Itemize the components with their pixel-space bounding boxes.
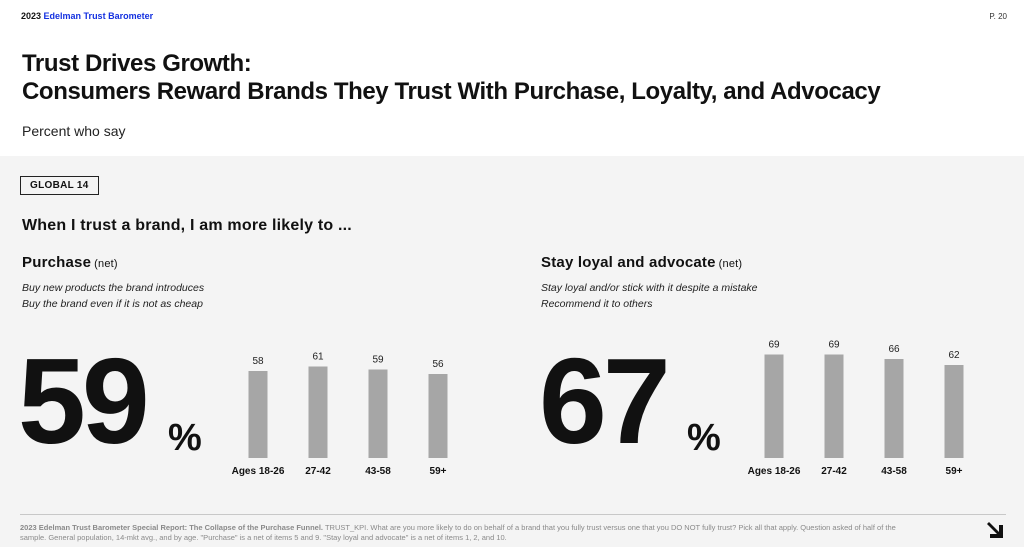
content-panel: GLOBAL 14 When I trust a brand, I am mor… xyxy=(0,156,1024,547)
bar-value-label: 59 xyxy=(372,355,384,366)
loyal-age-bar-chart: 69 Ages 18-26 69 27-42 66 43-58 62 59+ xyxy=(748,340,964,477)
bar-category-label: 43-58 xyxy=(365,466,391,477)
purchase-age-bar-chart: 58 Ages 18-26 61 27-42 59 43-58 56 59+ xyxy=(232,352,448,477)
footnote: 2023 Edelman Trust Barometer Special Rep… xyxy=(20,523,910,543)
purchase-item: Buy new products the brand introduces xyxy=(22,282,205,294)
title-line-2: Consumers Reward Brands They Trust With … xyxy=(22,78,881,105)
purchase-items: Buy new products the brand introduces Bu… xyxy=(22,280,502,312)
loyal-items: Stay loyal and/or stick with it despite … xyxy=(541,280,1021,312)
purchase-block: Purchase (net) Buy new products the brand… xyxy=(18,254,502,494)
loyal-item: Recommend it to others xyxy=(541,298,653,310)
bar-category-label: 59+ xyxy=(946,466,963,477)
footnote-text: TRUST_KPI. What are you more likely to d… xyxy=(20,523,896,542)
bar-value-label: 66 xyxy=(888,344,900,355)
bar-value-label: 56 xyxy=(432,359,444,370)
loyal-net-label: (net) xyxy=(718,258,743,270)
loyal-item: Stay loyal and/or stick with it despite … xyxy=(541,282,758,294)
bar xyxy=(764,354,784,458)
purchase-percent-sign: % xyxy=(168,417,202,459)
purchase-heading: Purchase (net) xyxy=(22,254,502,271)
title-line-1: Trust Drives Growth: xyxy=(22,50,252,77)
purchase-heading-text: Purchase xyxy=(22,254,92,271)
bar-category-label: Ages 18-26 xyxy=(748,466,801,477)
loyal-percent-sign: % xyxy=(687,417,721,459)
bar-value-label: 69 xyxy=(828,340,840,351)
bar xyxy=(824,354,844,458)
purchase-item: Buy the brand even if it is not as cheap xyxy=(22,298,203,310)
lead-statement: When I trust a brand, I am more likely t… xyxy=(22,217,352,234)
bar-value-label: 69 xyxy=(768,340,780,351)
bar-category-label: 27-42 xyxy=(305,466,331,477)
bar-value-label: 62 xyxy=(948,350,960,361)
bar xyxy=(884,359,904,458)
bar-value-label: 61 xyxy=(312,352,324,363)
purchase-big-value: 59 xyxy=(18,333,150,469)
arrow-down-right-icon[interactable] xyxy=(984,518,1008,542)
bar-value-label: 58 xyxy=(252,356,264,367)
footer-divider xyxy=(20,514,1006,515)
loyal-heading-text: Stay loyal and advocate xyxy=(541,254,716,271)
bar-category-label: 27-42 xyxy=(821,466,847,477)
loyal-big-value: 67 xyxy=(539,333,671,469)
footnote-source: 2023 Edelman Trust Barometer Special Rep… xyxy=(20,523,323,532)
page-title: Trust Drives Growth: Consumers Reward Br… xyxy=(22,50,881,106)
page-subtitle: Percent who say xyxy=(22,123,126,139)
brand-year: 2023 xyxy=(21,11,42,21)
brand-logo: 2023 Edelman Trust Barometer xyxy=(21,11,153,21)
bar xyxy=(428,374,448,458)
region-tag: GLOBAL 14 xyxy=(20,176,99,195)
loyal-block: Stay loyal and advocate (net) Stay loyal … xyxy=(539,254,1021,494)
bar xyxy=(944,365,964,458)
page-number: P. 20 xyxy=(989,12,1007,21)
loyal-heading: Stay loyal and advocate (net) xyxy=(541,254,1021,271)
bar xyxy=(248,371,268,458)
bar-category-label: Ages 18-26 xyxy=(232,466,285,477)
bar xyxy=(368,369,388,458)
bar-category-label: 43-58 xyxy=(881,466,907,477)
bar xyxy=(308,366,328,458)
brand-name: Edelman Trust Barometer xyxy=(43,11,154,21)
bar-category-label: 59+ xyxy=(430,466,447,477)
purchase-net-label: (net) xyxy=(94,258,118,270)
